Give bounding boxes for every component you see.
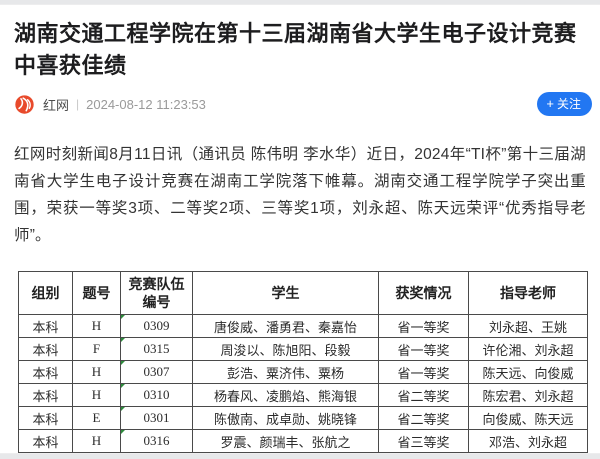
table-cell: 本科 — [18, 314, 73, 338]
table-cell: 陈傲南、成卓勋、姚晓锋 — [192, 406, 379, 430]
excel-corner-flag-icon — [121, 407, 125, 411]
table-cell: 本科 — [18, 337, 73, 361]
table-cell: 陈宏君、刘永超 — [468, 383, 588, 407]
table-row: 本科 F 0315 周浚以、陈旭阳、段毅 省一等奖 许伦湘、刘永超 — [18, 337, 588, 361]
table-cell: 省二等奖 — [378, 383, 469, 407]
article-meta: 红网 | 2024-08-12 11:23:53 + 关注 — [14, 92, 592, 116]
table-cell: 0301 — [120, 406, 193, 430]
table-cell: 省一等奖 — [378, 337, 469, 361]
table-row: 本科 H 0309 唐俊威、潘勇君、秦嘉怡 省一等奖 刘永超、王姚 — [18, 314, 588, 338]
table-cell: 本科 — [18, 429, 73, 453]
table-cell: 杨春风、凌鹏焰、熊海银 — [192, 383, 379, 407]
header-cell: 指导老师 — [468, 271, 588, 315]
table-cell: 向俊威、陈天远 — [468, 406, 588, 430]
header-cell: 学生 — [192, 271, 379, 315]
header-cell: 竞赛队伍编号 — [120, 271, 193, 315]
table-cell: 本科 — [18, 360, 73, 384]
table-cell: 0309 — [120, 314, 193, 338]
excel-corner-flag-icon — [121, 361, 125, 365]
table-cell: 0310 — [120, 383, 193, 407]
table-cell: H — [72, 429, 121, 453]
table-cell: 周浚以、陈旭阳、段毅 — [192, 337, 379, 361]
table-cell: 省三等奖 — [378, 429, 469, 453]
follow-button-label: 关注 — [556, 96, 581, 111]
article-body: 红网时刻新闻8月11日讯（通讯员 陈伟明 李水华）近日，2024年“TI杯”第十… — [14, 146, 586, 244]
plus-icon: + — [546, 96, 554, 111]
table-cell: 罗震、颜瑞丰、张航之 — [192, 429, 379, 453]
table-cell: 彭浩、粟济伟、粟杨 — [192, 360, 379, 384]
excel-corner-flag-icon — [121, 338, 125, 342]
table-cell: H — [72, 314, 121, 338]
excel-corner-flag-icon — [121, 384, 125, 388]
table-row: 本科 H 0310 杨春风、凌鹏焰、熊海银 省二等奖 陈宏君、刘永超 — [18, 383, 588, 407]
table-cell: 陈天远、向俊威 — [468, 360, 588, 384]
publish-timestamp: 2024-08-12 11:23:53 — [86, 96, 206, 112]
header-cell: 题号 — [72, 271, 121, 315]
table-cell: 本科 — [18, 406, 73, 430]
table-row: 本科 H 0316 罗震、颜瑞丰、张航之 省三等奖 邓浩、刘永超 — [18, 429, 588, 453]
excel-corner-flag-icon — [121, 430, 125, 434]
table-cell: 唐俊威、潘勇君、秦嘉怡 — [192, 314, 379, 338]
header-cell: 获奖情况 — [378, 271, 469, 315]
table-cell: F — [72, 337, 121, 361]
page-title: 湖南交通工程学院在第十三届湖南省大学生电子设计竞赛中喜获佳绩 — [14, 21, 577, 78]
meta-separator: | — [76, 97, 80, 111]
table-cell: 省二等奖 — [378, 406, 469, 430]
table-cell: 省一等奖 — [378, 360, 469, 384]
table-cell: H — [72, 383, 121, 407]
excel-corner-flag-icon — [121, 315, 125, 319]
table-cell: 本科 — [18, 383, 73, 407]
table-cell: E — [72, 406, 121, 430]
header-cell: 组别 — [18, 271, 73, 315]
table-cell: 0316 — [120, 429, 193, 453]
table-row: 本科 E 0301 陈傲南、成卓勋、姚晓锋 省二等奖 向俊威、陈天远 — [18, 406, 588, 430]
table-cell: 邓浩、刘永超 — [468, 429, 588, 453]
results-table-header: 组别 题号 竞赛队伍编号 学生 获奖情况 指导老师 — [18, 271, 588, 315]
table-cell: 刘永超、王姚 — [468, 314, 588, 338]
table-cell: H — [72, 360, 121, 384]
table-row: 本科 H 0307 彭浩、粟济伟、粟杨 省一等奖 陈天远、向俊威 — [18, 360, 588, 384]
source-name: 红网 — [43, 97, 70, 113]
table-cell: 0315 — [120, 337, 193, 361]
follow-button[interactable]: + 关注 — [537, 92, 592, 116]
header-row: 组别 题号 竞赛队伍编号 学生 获奖情况 指导老师 — [18, 271, 588, 315]
table-cell: 许伦湘、刘永超 — [468, 337, 588, 361]
table-cell: 0307 — [120, 360, 193, 384]
rednet-logo-icon — [14, 94, 35, 115]
table-cell: 省一等奖 — [378, 314, 469, 338]
results-table: 组别 题号 竞赛队伍编号 学生 获奖情况 指导老师 本科 H 0309 唐俊威、潘勇君、秦嘉怡省… — [18, 271, 588, 453]
results-table-body: 本科 H 0309 唐俊威、潘勇君、秦嘉怡 省一等奖 刘永超、王姚 本科 F 0315 周浚以、陈… — [18, 314, 588, 453]
article-card: 湖南交通工程学院在第十三届湖南省大学生电子设计竞赛中喜获佳绩 红网 | 2024… — [0, 5, 600, 453]
